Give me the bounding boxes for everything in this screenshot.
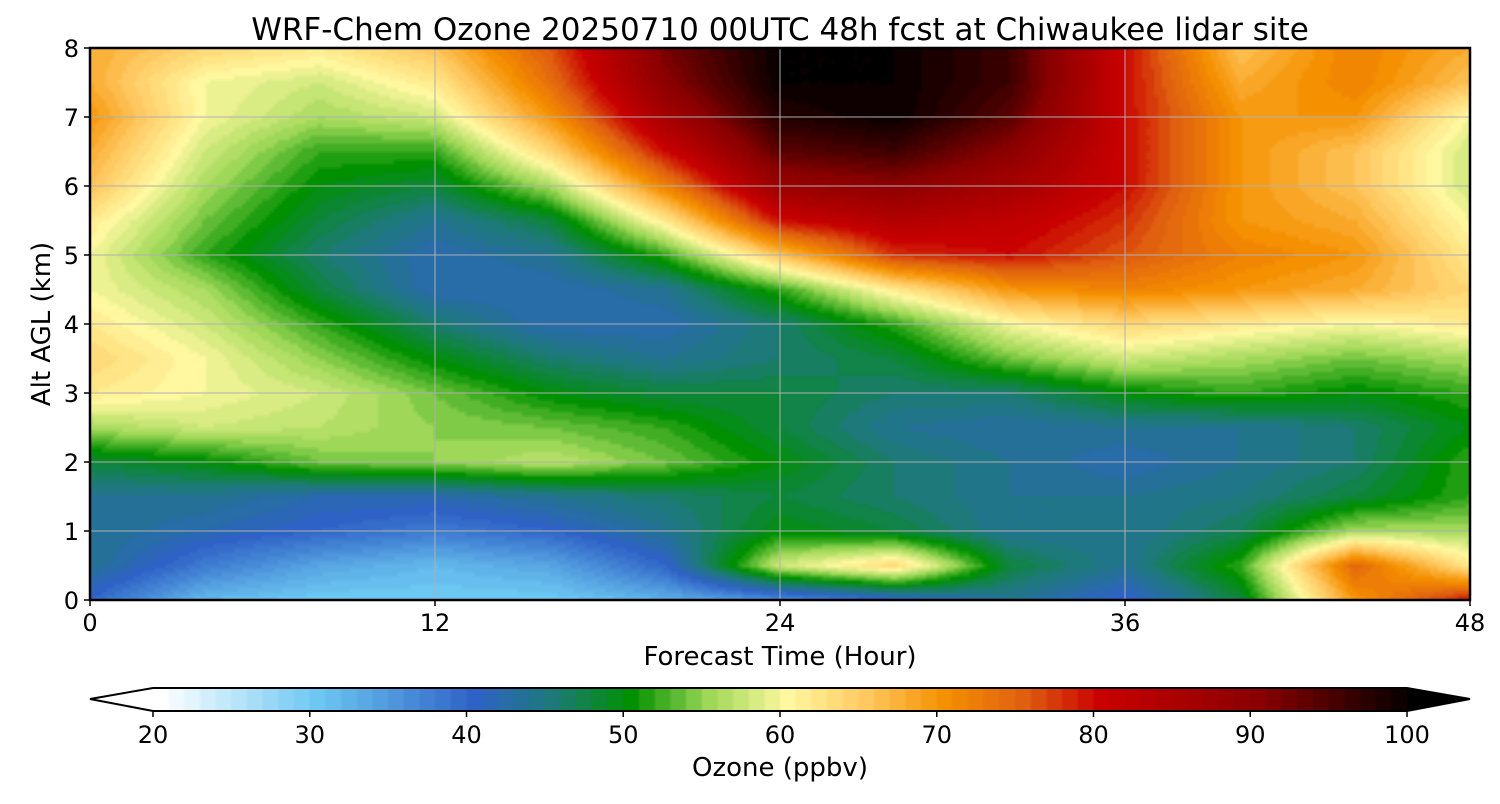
colorbar-extend-high [1407, 688, 1470, 711]
x-tick-label: 36 [1110, 609, 1141, 637]
y-tick-label: 0 [64, 587, 79, 615]
x-tick-label: 48 [1455, 609, 1486, 637]
x-tick-label: 12 [420, 609, 451, 637]
y-tick-label: 2 [64, 449, 79, 477]
colorbar-tick-label: 90 [1235, 721, 1266, 749]
colorbar-tick-label: 50 [608, 721, 639, 749]
y-tick-label: 3 [64, 380, 79, 408]
colorbar-tick-label: 40 [451, 721, 482, 749]
colorbar-extend-low [90, 688, 153, 711]
y-tick-label: 8 [64, 35, 79, 63]
colorbar-tick-label: 100 [1384, 721, 1430, 749]
grid-lines [90, 48, 1470, 600]
colorbar-tick-label: 70 [921, 721, 952, 749]
x-tick-label: 0 [82, 609, 97, 637]
colorbar-tick-label: 60 [765, 721, 796, 749]
y-tick-label: 6 [64, 173, 79, 201]
colorbar-tick-label: 30 [294, 721, 325, 749]
colorbar-ticks: 20 30 40 50 60 70 80 90 100 [138, 711, 1430, 749]
x-tick-label: 24 [765, 609, 796, 637]
y-tick-label: 1 [64, 518, 79, 546]
y-axis-label: Alt AGL (km) [27, 242, 57, 406]
y-tick-label: 7 [64, 104, 79, 132]
colorbar-label: Ozone (ppbv) [692, 753, 868, 783]
x-axis-label: Forecast Time (Hour) [643, 642, 916, 672]
y-axis-ticks: 0 1 2 3 4 5 6 7 8 [64, 35, 90, 615]
colorbar [153, 688, 1407, 711]
chart-title: WRF-Chem Ozone 20250710 00UTC 48h fcst a… [251, 12, 1309, 48]
colorbar-tick-label: 20 [138, 721, 169, 749]
x-axis-ticks: 0 12 24 36 48 [82, 600, 1485, 637]
y-tick-label: 5 [64, 242, 79, 270]
y-tick-label: 4 [64, 311, 79, 339]
colorbar-tick-label: 80 [1078, 721, 1109, 749]
